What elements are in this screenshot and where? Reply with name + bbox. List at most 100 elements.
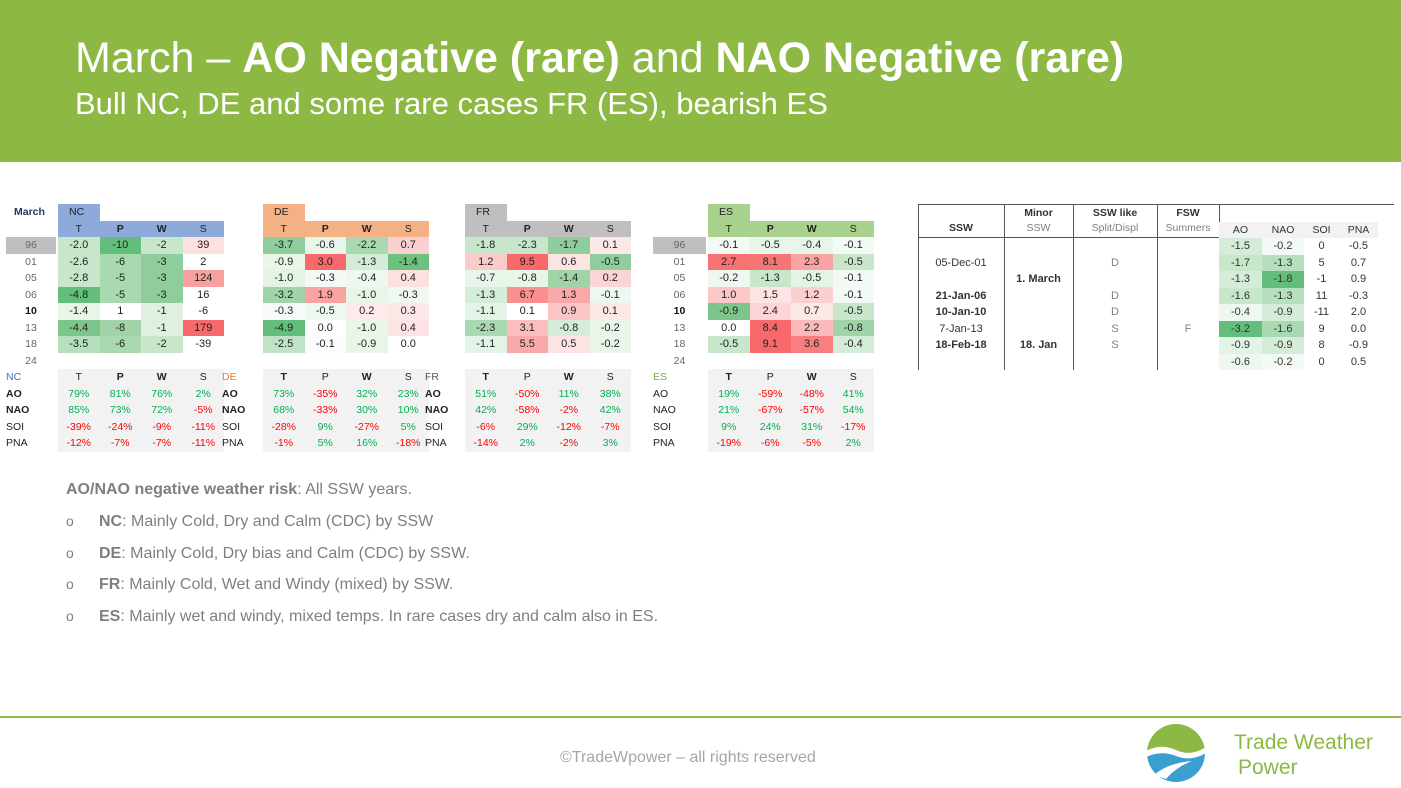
corr-cell: -7%	[589, 418, 631, 435]
table-border	[1157, 204, 1158, 370]
metric-header: P	[99, 220, 141, 237]
data-cell: -0.2	[589, 336, 631, 353]
data-cell: -0.8	[506, 270, 548, 287]
metric-header: P	[749, 220, 791, 237]
metric-header: W	[141, 220, 183, 237]
data-cell: -2.3	[506, 237, 548, 254]
data-cell: -3.2	[263, 286, 305, 303]
corr-cell: 68%	[263, 402, 305, 419]
metric-header: P	[304, 220, 346, 237]
corr-cell: -6%	[465, 418, 507, 435]
data-cell: -2	[141, 336, 183, 353]
year-label: 01	[25, 255, 37, 268]
corr-cell: -11%	[182, 435, 224, 452]
data-cell: -0.5	[832, 253, 874, 270]
data-cell: 0.1	[589, 303, 631, 320]
corr-cell: -18%	[387, 435, 429, 452]
corr-header: T	[58, 369, 100, 386]
data-cell: -1.3	[465, 286, 507, 303]
metric-header: T	[58, 220, 100, 237]
data-cell	[589, 352, 631, 369]
bullet-region: DE	[99, 544, 122, 562]
metric-header: W	[346, 220, 388, 237]
index-cell: -11	[1313, 306, 1330, 318]
corr-cell: 23%	[387, 385, 429, 402]
ssw-cell: D	[1111, 256, 1119, 269]
bullet-text: : Mainly Cold, Wet and Windy (mixed) by …	[120, 576, 454, 593]
data-cell: 3.0	[304, 253, 346, 270]
data-cell: -2.8	[58, 270, 100, 287]
data-cell: -0.1	[832, 286, 874, 303]
corr-cell: -57%	[791, 402, 833, 419]
corr-cell: 3%	[589, 435, 631, 452]
data-cell: -0.5	[589, 253, 631, 270]
index-cell: -0.9	[1219, 337, 1262, 354]
corr-cell: 79%	[58, 385, 100, 402]
corr-cell: 85%	[58, 402, 100, 419]
year-label: 24	[25, 354, 37, 367]
index-label: SOI	[6, 420, 25, 433]
index-label: PNA	[425, 437, 447, 449]
index-cell: -0.9	[1262, 304, 1304, 321]
data-cell: -1.4	[387, 253, 429, 270]
data-cell: 16	[182, 286, 224, 303]
corr-cell: 16%	[346, 435, 388, 452]
data-cell: 179	[182, 319, 224, 336]
index-cell: 9	[1318, 322, 1325, 335]
corr-cell: -39%	[58, 418, 100, 435]
corr-cell: -9%	[141, 418, 183, 435]
corr-header: S	[589, 369, 631, 386]
ssw-cell: D	[1111, 289, 1119, 302]
corr-cell: 41%	[832, 385, 874, 402]
index-cell: -1.8	[1262, 271, 1304, 288]
like-col-header: SSW like	[1092, 207, 1138, 219]
corr-header: P	[506, 369, 548, 386]
copyright-text: ©TradeWpower – all rights reserved	[560, 749, 816, 766]
data-cell	[506, 352, 548, 369]
data-cell: -0.7	[465, 270, 507, 287]
index-cell: 0	[1318, 240, 1325, 252]
corr-cell: -1%	[263, 435, 305, 452]
note-bullet: o ES: Mainly wet and windy, mixed temps. …	[66, 608, 658, 626]
data-cell: -1.7	[548, 237, 590, 254]
index-cell: -3.2	[1219, 320, 1262, 337]
data-cell: -2.2	[346, 237, 388, 254]
index-cell: -1.3	[1262, 287, 1304, 304]
index-cell: -1	[1316, 273, 1327, 285]
index-label: PNA	[6, 437, 28, 449]
corr-cell: -67%	[749, 402, 791, 419]
corr-cell: -48%	[791, 385, 833, 402]
corr-cell: -2%	[548, 402, 590, 419]
data-cell: -2.3	[465, 319, 507, 336]
data-cell: -1.0	[263, 270, 305, 287]
index-col-header: NAO	[1262, 222, 1304, 238]
bullet-region: ES	[99, 607, 121, 625]
bullet-text: : Mainly wet and windy, mixed temps. In …	[120, 607, 659, 625]
index-cell: -0.2	[1262, 238, 1304, 255]
index-cell: 0.9	[1350, 273, 1367, 285]
data-cell: 1	[99, 303, 141, 320]
data-cell: -0.4	[346, 270, 388, 287]
fsw-col-sub: Summers	[1165, 222, 1211, 234]
corr-header: T	[263, 369, 305, 386]
data-cell: -6	[99, 253, 141, 270]
index-cell: -0.2	[1262, 353, 1304, 370]
data-cell: 3.1	[506, 319, 548, 336]
data-cell: -0.3	[304, 270, 346, 287]
data-cell: -0.8	[832, 319, 874, 336]
ssw-cell: 05-Dec-01	[935, 256, 987, 269]
index-cell: -0.9	[1262, 337, 1304, 354]
data-cell: -10	[99, 237, 141, 254]
corr-cell: 30%	[346, 402, 388, 419]
corr-cell: -17%	[832, 418, 874, 435]
index-cell: 11	[1315, 289, 1328, 302]
metric-header: T	[465, 220, 507, 237]
data-cell: 0.1	[506, 303, 548, 320]
year-label: 96	[653, 237, 706, 254]
corr-cell: -59%	[749, 385, 791, 402]
index-cell: 0.7	[1350, 256, 1367, 269]
ssw-cell: 18. Jan	[1019, 339, 1058, 351]
index-label: NAO	[425, 404, 449, 416]
data-cell: -0.4	[832, 336, 874, 353]
corr-cell: -7%	[141, 435, 183, 452]
